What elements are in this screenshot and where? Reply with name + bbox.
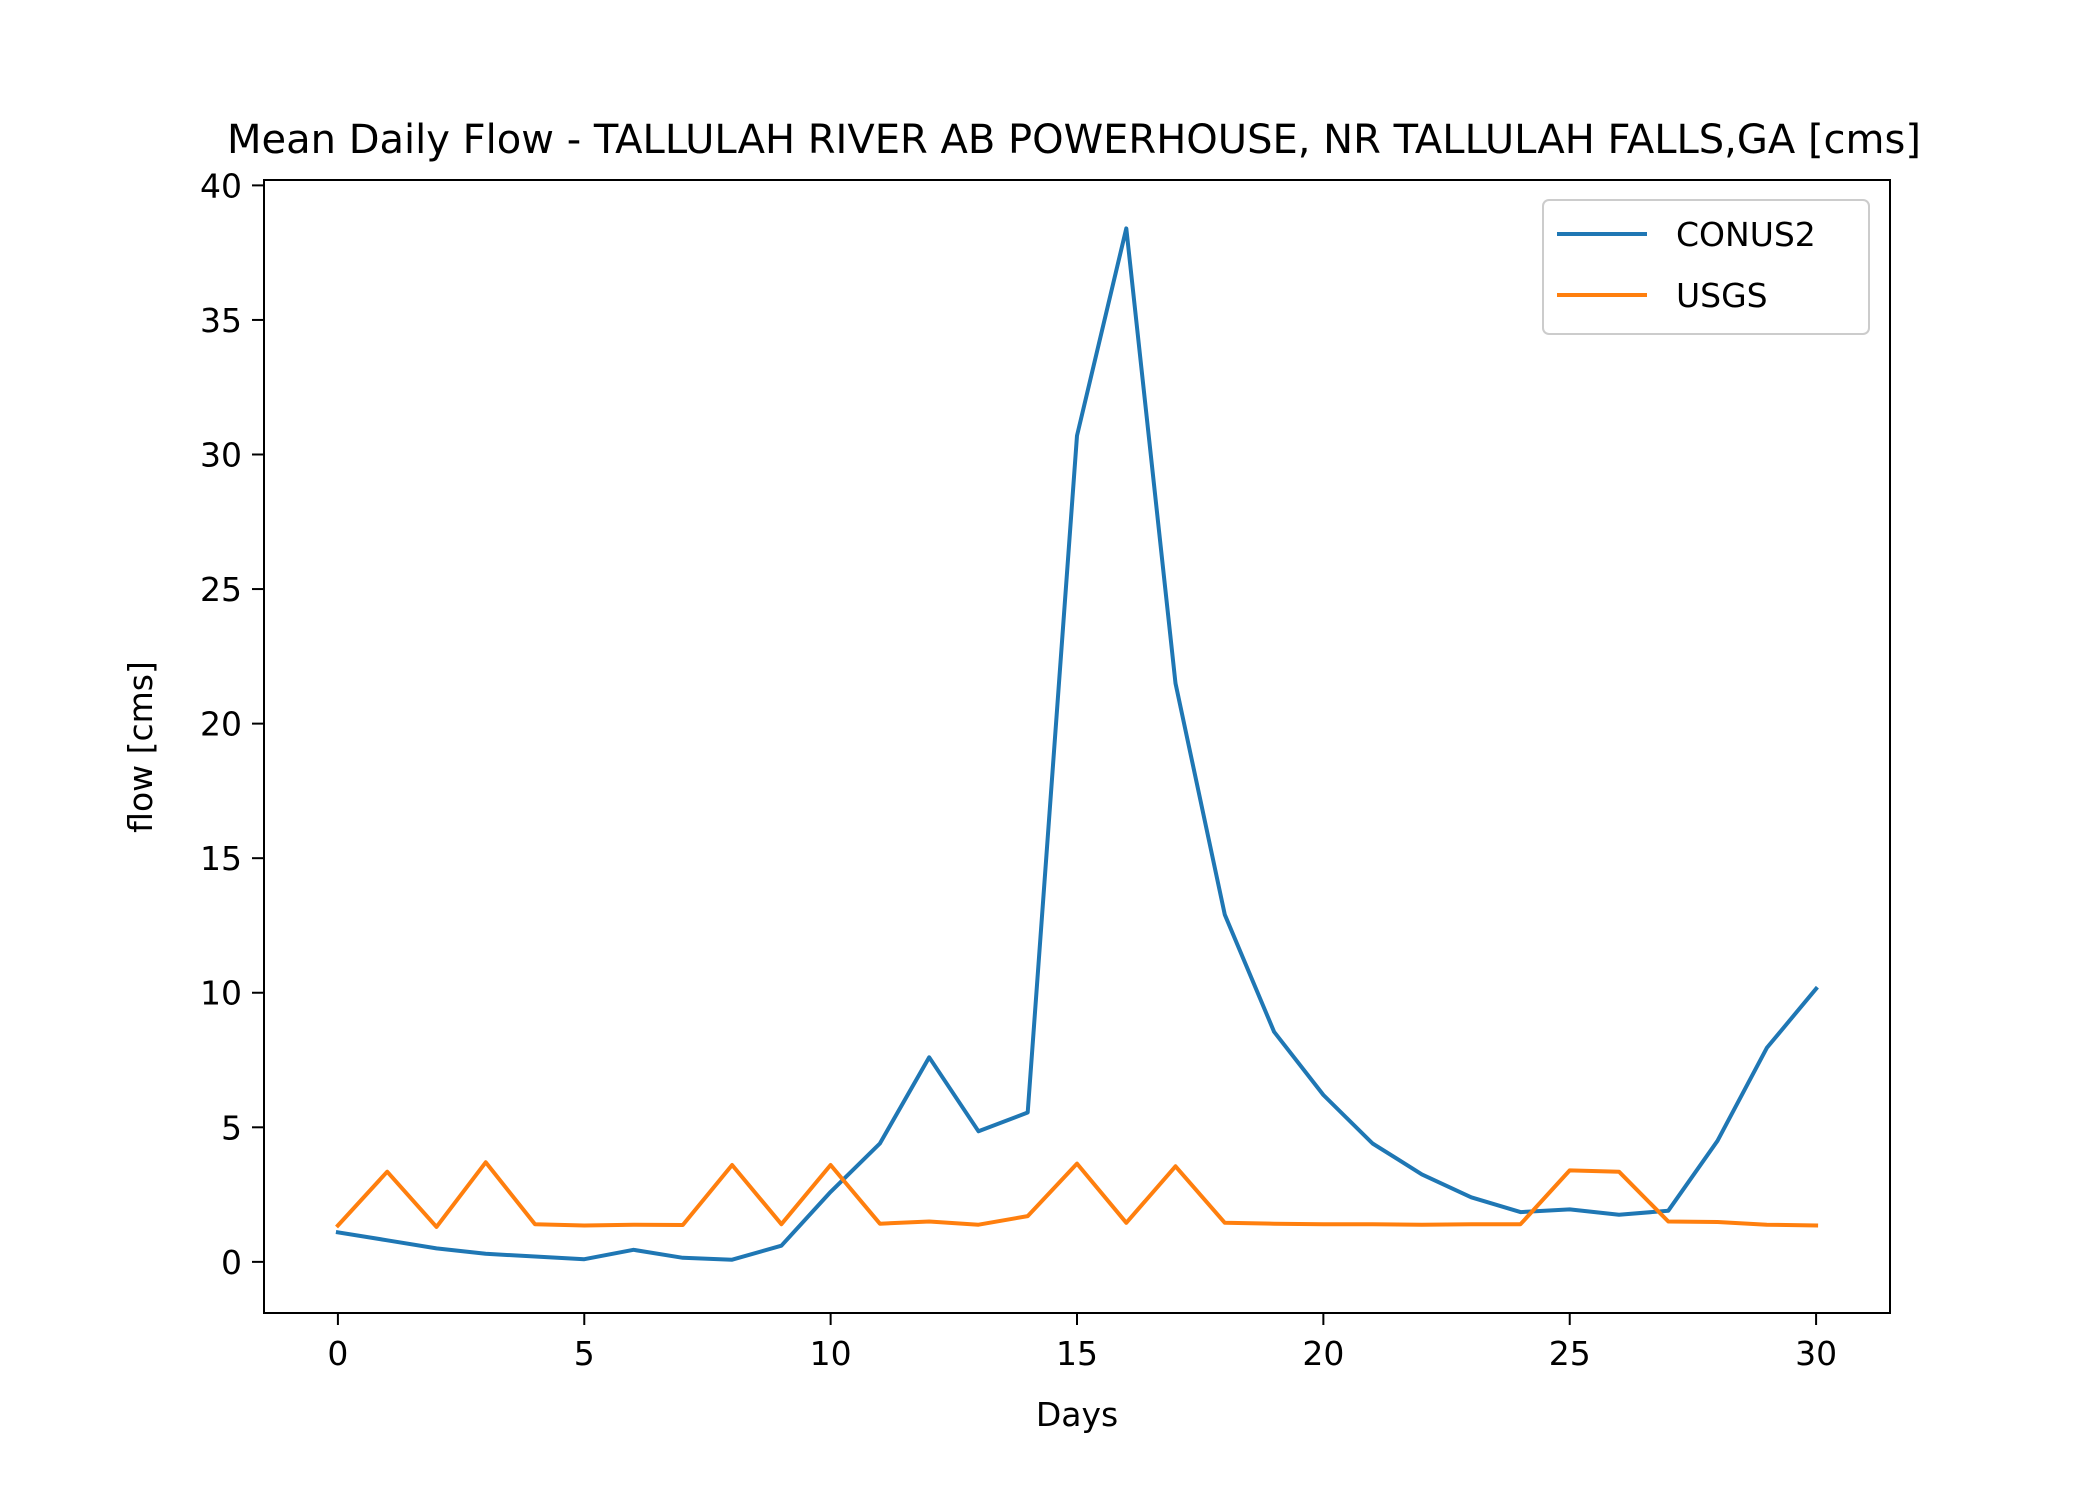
y-axis: 0 5 10 15 20 25 30 35 40 <box>200 166 264 1282</box>
y-tick-label: 10 <box>200 974 242 1013</box>
y-tick-label: 15 <box>200 839 242 878</box>
legend: CONUS2 USGS <box>1542 199 1870 335</box>
x-axis-label: Days <box>1036 1395 1118 1434</box>
x-tick-label: 30 <box>1795 1334 1837 1373</box>
x-tick-label: 10 <box>810 1334 852 1373</box>
legend-label-conus2: CONUS2 <box>1676 215 1816 254</box>
x-tick-label: 20 <box>1302 1334 1344 1373</box>
series-line-usgs <box>335 1160 1819 1229</box>
y-tick-label: 5 <box>221 1108 242 1147</box>
x-tick-label: 15 <box>1056 1334 1098 1373</box>
y-tick-label: 0 <box>221 1243 242 1282</box>
y-tick-label: 25 <box>200 570 242 609</box>
series-layer <box>335 226 1819 1262</box>
chart-title: Mean Daily Flow - TALLULAH RIVER AB POWE… <box>227 117 1921 163</box>
series-line-conus2 <box>335 226 1819 1262</box>
y-axis-label: flow [cms] <box>121 661 160 833</box>
x-tick-label: 0 <box>327 1334 348 1373</box>
y-tick-label: 30 <box>200 436 242 475</box>
legend-label-usgs: USGS <box>1676 276 1768 315</box>
x-tick-label: 25 <box>1549 1334 1591 1373</box>
y-tick-label: 35 <box>200 301 242 340</box>
x-axis: 0 5 10 15 20 25 30 <box>327 1313 1837 1373</box>
x-tick-label: 5 <box>574 1334 595 1373</box>
y-tick-label: 20 <box>200 705 242 744</box>
y-tick-label: 40 <box>200 166 242 205</box>
plot-frame <box>263 179 1891 1314</box>
